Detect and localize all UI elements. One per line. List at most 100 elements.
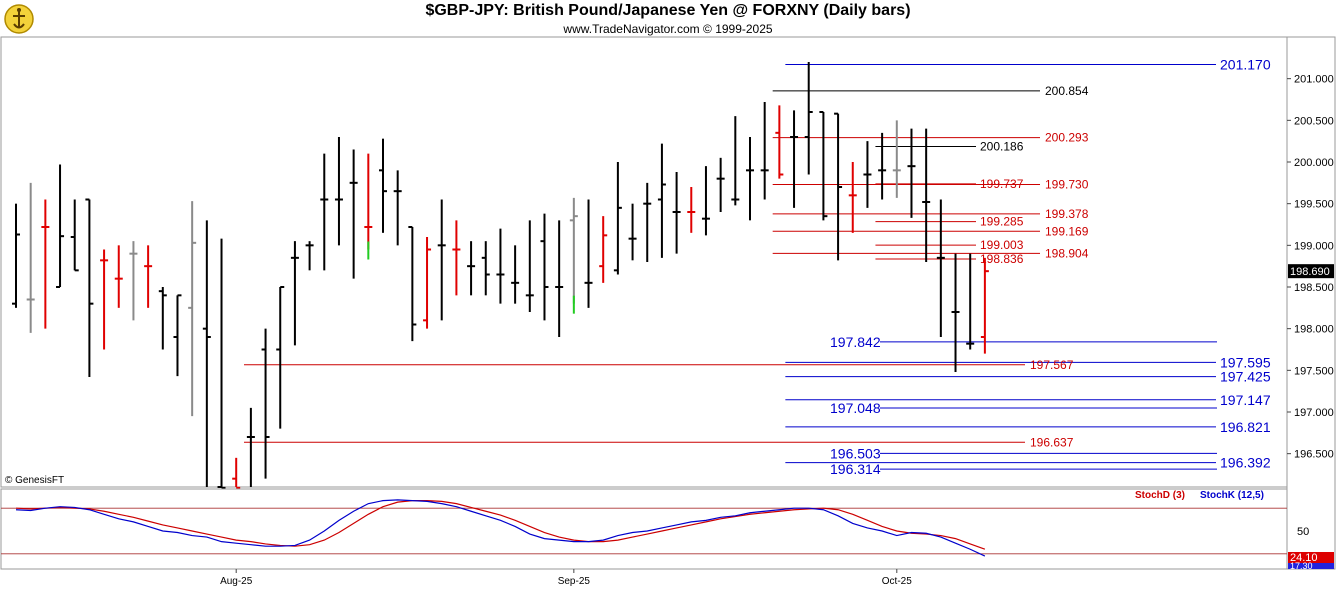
level-label: 199.285	[980, 215, 1024, 229]
stochk-value-box	[1288, 563, 1334, 569]
stoch-series-line	[15, 500, 986, 550]
ohlc-bar	[12, 203, 20, 308]
ohlc-bar	[496, 228, 505, 304]
ohlc-bar	[261, 328, 270, 479]
ohlc-bar	[481, 241, 490, 296]
stochk-value: 17.30	[1290, 561, 1313, 571]
level-label: 199.730	[1045, 178, 1089, 192]
ohlc-bar	[408, 226, 417, 342]
ohlc-bar	[305, 241, 314, 271]
last-price-box	[1288, 264, 1334, 279]
ohlc-bar	[980, 257, 989, 354]
ohlc-bar	[613, 162, 622, 275]
ohlc-bar	[232, 457, 241, 489]
level-label: 200.293	[1045, 131, 1089, 145]
ohlc-bar	[848, 162, 857, 233]
level-label: 196.637	[1030, 435, 1074, 449]
level-label: 200.186	[980, 140, 1024, 154]
price-tick-label: 199.500	[1294, 199, 1334, 211]
price-plot-frame	[0, 36, 1288, 488]
ohlc-bar	[922, 128, 931, 262]
date-tick-label: Sep-25	[558, 576, 591, 587]
ohlc-bar	[158, 287, 167, 350]
ohlc-bar	[892, 120, 901, 198]
ohlc-bar	[555, 220, 564, 337]
stochd-value: 24.10	[1290, 552, 1318, 564]
ohlc-bar	[657, 143, 666, 258]
price-tick-label: 201.000	[1294, 74, 1334, 86]
price-tick-label: 197.000	[1294, 407, 1334, 419]
ohlc-bar	[863, 141, 872, 208]
ohlc-bar	[56, 164, 65, 288]
price-panel: © GenesisFT	[0, 36, 1336, 570]
date-tick-label: Oct-25	[882, 576, 912, 587]
ohlc-bars	[12, 62, 989, 489]
stochd-value-box	[1288, 552, 1334, 563]
stoch-series-line	[15, 499, 986, 557]
price-tick-label: 196.500	[1294, 449, 1334, 461]
stochk-legend: StochK (12,5)	[1200, 490, 1264, 501]
ohlc-bar	[276, 286, 285, 429]
date-tick-label: Aug-25	[220, 576, 253, 587]
ohlc-bar	[584, 199, 593, 308]
level-label: 197.425	[1220, 369, 1271, 385]
ohlc-bar	[114, 245, 123, 308]
ohlc-bar	[746, 137, 754, 221]
price-tick-label: 197.500	[1294, 365, 1334, 377]
price-tick-label: 200.000	[1294, 157, 1334, 169]
ohlc-bar	[628, 203, 637, 261]
ohlc-bar	[716, 157, 725, 212]
ohlc-bar	[85, 198, 94, 377]
level-label: 196.314	[830, 461, 881, 477]
ohlc-bar	[467, 241, 476, 296]
ohlc-bar	[834, 112, 843, 261]
ohlc-bar	[599, 216, 608, 283]
level-label: 199.378	[1045, 207, 1089, 221]
ohlc-bar	[907, 128, 916, 218]
level-label: 197.842	[830, 334, 881, 350]
date-axis: Aug-25 Sep-25 Oct-25	[220, 569, 912, 587]
ohlc-bar	[672, 172, 681, 254]
ohlc-bar	[878, 132, 887, 200]
stochd-legend: StochD (3)	[1135, 490, 1185, 501]
ohlc-bar	[423, 237, 432, 329]
price-tick-label: 198.000	[1294, 324, 1334, 336]
ohlc-bar	[217, 238, 226, 489]
level-label: 199.169	[1045, 224, 1089, 238]
level-label: 197.048	[830, 400, 881, 416]
ohlc-bar	[701, 166, 710, 236]
ohlc-bar	[951, 253, 960, 372]
ohlc-bar	[966, 253, 975, 350]
ohlc-bar	[41, 199, 50, 329]
price-tick-label: 200.500	[1294, 115, 1334, 127]
ohlc-bar	[687, 187, 696, 233]
ohlc-bar	[144, 245, 153, 308]
ohlc-bar	[129, 241, 138, 321]
ohlc-bar	[290, 241, 299, 346]
ohlc-bar	[790, 110, 799, 208]
price-axis-frame	[1286, 36, 1336, 570]
ohlc-bar	[511, 245, 520, 304]
ohlc-bar	[569, 197, 578, 314]
ohlc-bar	[393, 170, 402, 246]
level-label: 198.904	[1045, 246, 1089, 260]
chart-subtitle: www.TradeNavigator.com © 1999-2025	[563, 22, 773, 36]
ohlc-bar	[936, 199, 945, 337]
ohlc-bar	[760, 102, 769, 200]
price-tick-label: 198.500	[1294, 282, 1334, 294]
ohlc-bar	[804, 62, 813, 175]
stoch-tick-label: 50	[1297, 526, 1309, 538]
level-label: 196.392	[1220, 455, 1271, 471]
ohlc-bar	[452, 220, 461, 296]
ohlc-bar	[643, 182, 652, 262]
ohlc-bar	[334, 137, 343, 246]
level-label: 199.003	[980, 238, 1024, 252]
ohlc-bar	[437, 199, 446, 321]
level-label: 196.503	[830, 445, 881, 461]
ohlc-bar	[100, 249, 109, 350]
level-label: 197.567	[1030, 358, 1074, 372]
price-tick-label: 199.000	[1294, 240, 1334, 252]
level-label: 199.737	[980, 177, 1024, 191]
ohlc-bar	[364, 153, 373, 260]
